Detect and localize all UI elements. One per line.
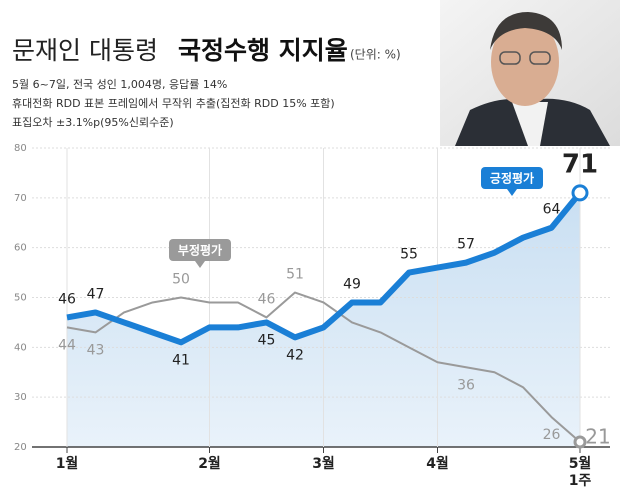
chart-title-emphasis: 국정수행 지지율	[178, 36, 348, 65]
y-tick-label: 40	[14, 342, 27, 353]
end-point	[571, 184, 589, 202]
x-tick-label: 5월	[569, 455, 592, 472]
value-label: 45	[258, 332, 276, 348]
value-label: 51	[286, 267, 304, 283]
value-label: 43	[87, 342, 105, 358]
note: 표집오차 ±3.1%p(95%신뢰수준)	[12, 116, 174, 129]
line	[66, 291, 581, 443]
x-tick-label: 2월	[198, 455, 221, 472]
note: 휴대전화 RDD 표본 프레임에서 무작위 추출(집전화 RDD 15% 포함)	[12, 97, 335, 110]
value-label: 46	[258, 291, 276, 307]
legend-label: 긍정평가	[490, 171, 534, 186]
value-label: 46	[58, 291, 76, 307]
value-label: 71	[562, 149, 598, 179]
y-tick-label: 30	[14, 392, 27, 403]
x-tick-label: 3월	[312, 455, 335, 472]
value-label: 55	[400, 247, 418, 263]
legend-label: 부정평가	[178, 243, 222, 258]
note: 5월 6~7일, 전국 성인 1,004명, 응답률 14%	[12, 77, 227, 91]
area	[67, 192, 580, 447]
legend-box	[169, 239, 231, 261]
legend-pointer	[195, 261, 205, 268]
y-tick-label: 20	[14, 442, 27, 453]
y-tick-label: 50	[14, 293, 27, 304]
value-label: 64	[543, 202, 561, 218]
unit-note: (단위: %)	[350, 48, 401, 62]
y-tick-label: 60	[14, 243, 27, 254]
y-tick-label: 70	[14, 193, 27, 204]
legend-pointer	[507, 189, 517, 196]
portrait	[440, 0, 620, 146]
x-tick-label: 4월	[426, 455, 449, 472]
value-label: 57	[457, 237, 475, 253]
end-point	[573, 435, 587, 449]
value-label: 21	[585, 425, 610, 449]
x-tick-label: 1월	[56, 455, 79, 472]
value-label: 49	[343, 276, 361, 292]
x-tick-sublabel: 1주	[569, 473, 592, 489]
value-label: 44	[58, 337, 76, 353]
value-label: 42	[286, 347, 304, 363]
value-label: 36	[457, 377, 475, 393]
value-label: 26	[543, 427, 561, 443]
value-label: 50	[172, 272, 190, 288]
y-tick-label: 80	[14, 143, 27, 154]
value-label: 47	[87, 286, 105, 302]
chart-title: 문재인 대통령	[12, 36, 158, 65]
value-label: 41	[172, 352, 190, 368]
line	[66, 190, 583, 346]
legend-box	[481, 167, 543, 189]
